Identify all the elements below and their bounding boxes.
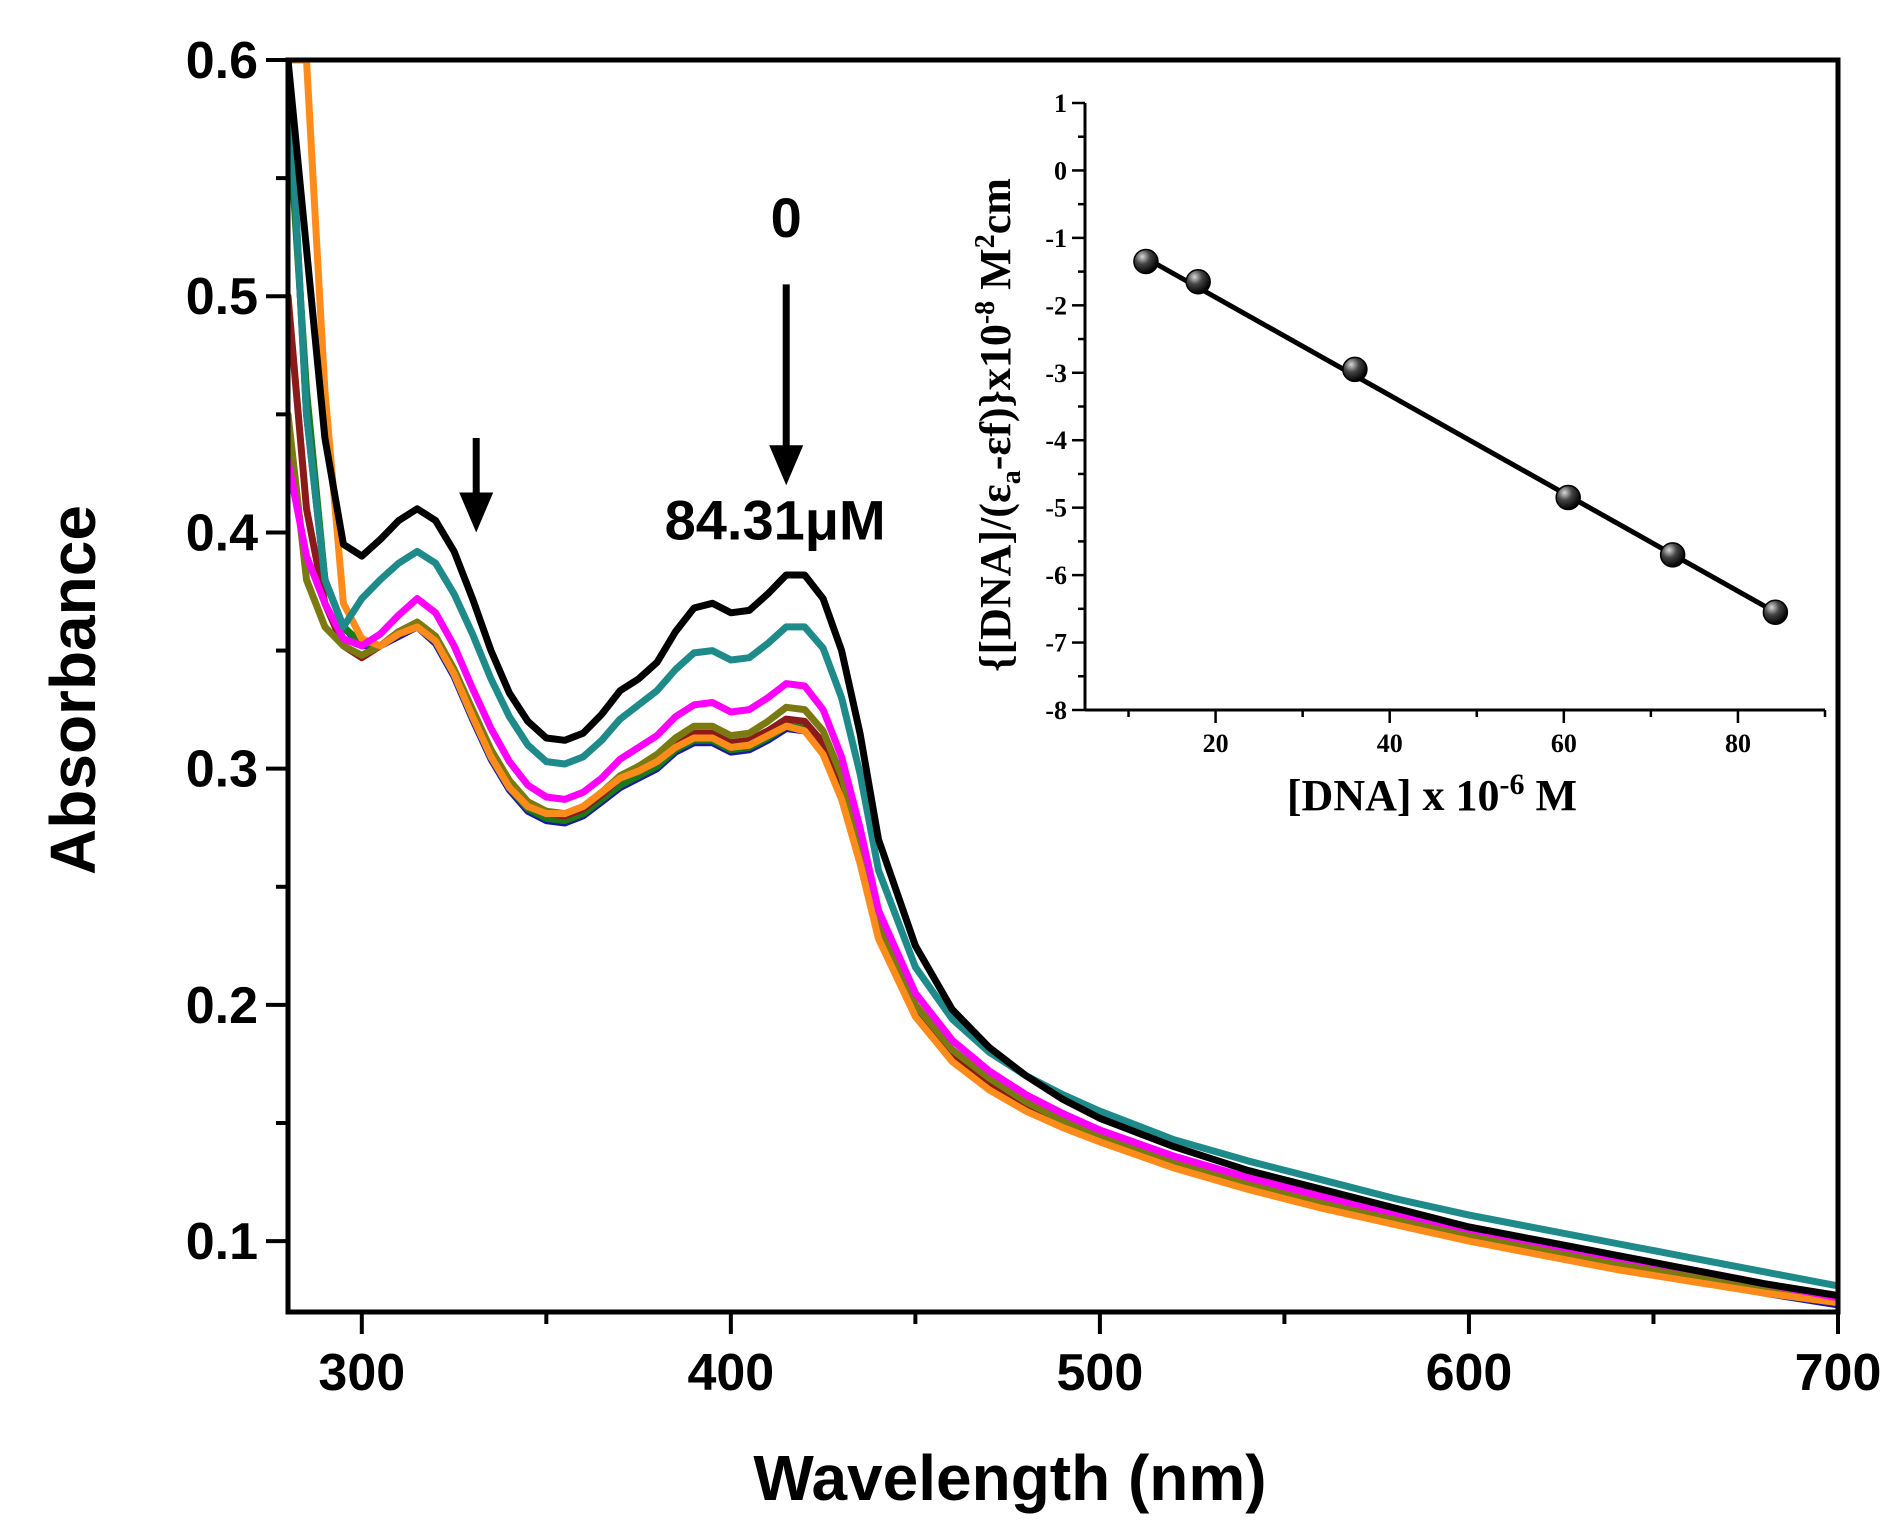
main-x-tick-label: 300: [318, 1344, 405, 1402]
main-plot-area: [288, 60, 1838, 1309]
inset-data-point: [1659, 542, 1686, 568]
inset-y-title-p0: {[DNA]/(ε: [971, 484, 1020, 672]
main-y-tick-label: 0.3: [186, 741, 258, 799]
spectrum-series-teal: [288, 60, 1838, 1290]
main-annotations-group: 0 84.31μM: [459, 186, 886, 552]
inset-y-tick-label: 1: [1054, 89, 1067, 118]
inset-y-title-sup-exp: -8: [970, 301, 1001, 324]
main-x-axis-title: Wavelength (nm): [753, 1442, 1266, 1514]
inset-y-title-sub-a: a: [996, 470, 1027, 484]
spectrum-series-0-m: [288, 60, 1838, 1299]
inset-x-title-main: [DNA] x 10: [1287, 771, 1500, 820]
main-x-tick-label: 600: [1426, 1344, 1513, 1402]
inset-y-tick-label: -2: [1045, 291, 1067, 320]
inset-data-point: [1555, 484, 1581, 511]
spectrum-series-olive: [288, 410, 1838, 1304]
inset-data-point: [1762, 599, 1789, 625]
main-y-axis-title: Absorbance: [37, 505, 109, 875]
inset-y-title-cm: cm: [971, 178, 1020, 234]
arrow-down-icon: [769, 445, 804, 486]
inset-y-title-sup-2: 2: [970, 234, 1001, 248]
inset-data-point: [1185, 268, 1211, 295]
spectrum-series-84-31-m: [288, 60, 1838, 1307]
inset-y-tick-label: 0: [1054, 156, 1067, 185]
inset-y-title-unit: M: [971, 248, 1020, 301]
inset-y-axis-title: {[DNA]/(εa-εf)}x10-8 M2cm: [970, 178, 1027, 672]
inset-x-tick-label: 20: [1203, 729, 1229, 758]
main-y-tick-label: 0.5: [186, 268, 258, 326]
inset-y-tick-label: -3: [1045, 359, 1067, 388]
main-y-tick-label: 0.2: [186, 977, 258, 1035]
inset-y-tick-label: -7: [1045, 629, 1067, 658]
inset-x-title-sup: -6: [1500, 768, 1525, 801]
main-x-tick-label: 700: [1795, 1344, 1882, 1402]
inset-x-tick-label: 60: [1551, 729, 1577, 758]
main-y-tick-label: 0.6: [186, 32, 258, 90]
arrow-down-icon: [459, 492, 494, 533]
annotation-label: 0: [771, 186, 802, 249]
inset-data-point: [1133, 248, 1159, 275]
inset-y-tick-label: -1: [1045, 224, 1067, 253]
inset-y-title-p2: -εf)}x10: [971, 324, 1020, 470]
spectrum-series-magenta: [288, 458, 1838, 1302]
inset-y-tick-label: -4: [1045, 426, 1067, 455]
inset-x-tick-label: 40: [1377, 729, 1403, 758]
inset-x-title-tail: M: [1525, 771, 1578, 820]
main-y-tick-label: 0.1: [186, 1213, 258, 1271]
inset-marks-group: [1133, 248, 1789, 625]
inset-x-axis-title: [DNA] x 10-6 M: [1287, 768, 1577, 820]
inset-x-tick-label: 80: [1725, 729, 1751, 758]
inset-data-point: [1342, 356, 1368, 383]
main-x-tick-label: 500: [1057, 1344, 1144, 1402]
main-y-tick-label: 0.4: [186, 504, 258, 562]
inset-y-tick-label: -6: [1045, 561, 1067, 590]
inset-y-tick-label: -8: [1045, 696, 1067, 725]
inset-y-tick-label: -5: [1045, 494, 1067, 523]
main-series-group: [288, 60, 1838, 1309]
annotation-label: 84.31μM: [665, 489, 886, 552]
main-plot-frame: [285, 57, 1841, 1315]
inset-axes-group: 20 40 60 80 1 0 -1 -2 -3 -4 -5 -6 -7 -8: [1045, 89, 1827, 758]
main-x-tick-label: 400: [687, 1344, 774, 1402]
